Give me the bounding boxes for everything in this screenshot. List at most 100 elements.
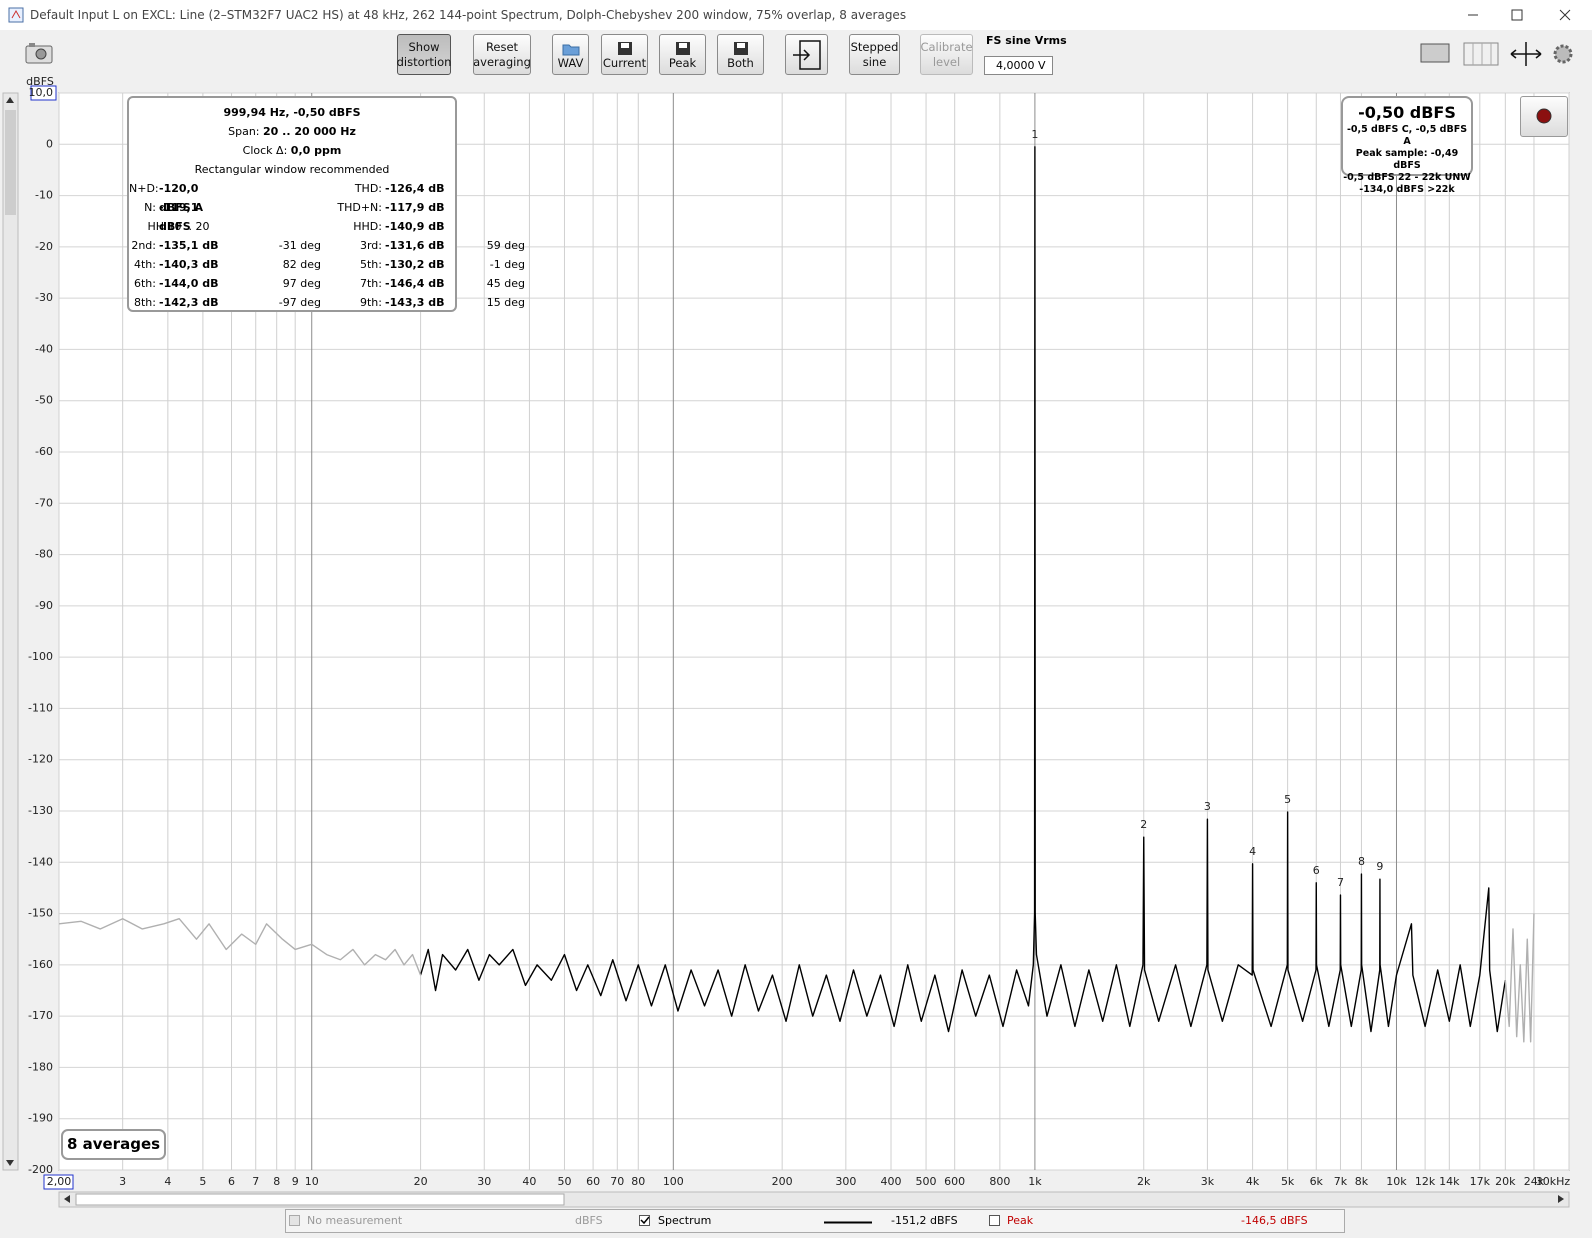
cell-label: N+D: — [129, 182, 159, 195]
harmonic-label: 3 — [1204, 800, 1211, 813]
cell-label: 5th: — [360, 258, 382, 271]
cell-phase: 82 deg — [282, 258, 321, 271]
harmonic-label: 1 — [1031, 128, 1038, 141]
cell-label: HHD: — [353, 220, 382, 233]
y-tick-label: -190 — [28, 1112, 53, 1125]
screenshot-button[interactable] — [24, 41, 56, 65]
x-tick-label: 5k — [1281, 1175, 1295, 1188]
cell-label: N: — [144, 201, 156, 214]
level-panel: -0,50 dBFS -0,5 dBFS C, -0,5 dBFS A Peak… — [1341, 96, 1473, 195]
legend-peak: Peak — [1007, 1214, 1034, 1227]
y-tick-label: -150 — [28, 907, 53, 920]
y-tick-label: -120 — [28, 753, 53, 766]
y-tick-label: -40 — [35, 342, 53, 355]
legend-swatch — [824, 1221, 872, 1224]
y-tick-label: -90 — [35, 599, 53, 612]
y-tick-label: -30 — [35, 291, 53, 304]
y-tick-label: 0 — [46, 137, 53, 150]
distortion-row: 6th: -144,0 dB 97 deg 7th: -146,4 dB 45 deg — [129, 274, 525, 293]
averages-badge: 8 averages — [61, 1129, 166, 1160]
x-tick-label: 50 — [557, 1175, 571, 1188]
record-button[interactable] — [1520, 96, 1568, 137]
harmonic-label: 5 — [1284, 793, 1291, 806]
span: Span: 20 .. 20 000 Hz — [228, 125, 356, 138]
cell-spacer — [461, 217, 525, 236]
x-tick-label: 4 — [164, 1175, 171, 1188]
x-tick-label: 7 — [252, 1175, 259, 1188]
distortion-rows: N+D: -120,0 dBFS A THD: -126,4 dB N: -119,1 d… — [129, 179, 525, 312]
vertical-scrollbar[interactable] — [2, 92, 19, 1171]
y-tick-label: -140 — [28, 855, 53, 868]
y-tick-label: -200 — [28, 1163, 53, 1176]
cell-value: -130,2 dB — [385, 258, 445, 271]
harmonic-label: 2 — [1140, 818, 1147, 831]
view-controls[interactable] — [1413, 40, 1573, 68]
x-tick-label: 100 — [663, 1175, 684, 1188]
cell-phase: 15 deg — [486, 296, 525, 309]
cell-value: -120,0 dBFS A — [159, 182, 204, 214]
level-main: -0,50 dBFS — [1358, 103, 1456, 122]
legend-no-measurement: No measurement — [307, 1214, 403, 1227]
x-tick-label: 2k — [1137, 1175, 1151, 1188]
distortion-row: 4th: -140,3 dB 82 deg 5th: -130,2 dB -1 deg — [129, 255, 525, 274]
distortion-panel: 999,94 Hz, -0,50 dBFS Span: 20 .. 20 000… — [127, 96, 525, 312]
spectrum-line — [419, 146, 1507, 1033]
show-distortion-button[interactable]: Show distortion — [397, 34, 451, 75]
cell-value: -131,6 dB — [385, 239, 445, 252]
y-tick-label: -10 — [35, 189, 53, 202]
x-tick-label: 500 — [916, 1175, 937, 1188]
window-note: Rectangular window recommended — [194, 163, 390, 176]
cell-label: 2nd: — [131, 239, 156, 252]
fs-input[interactable]: 4,0000 V — [984, 56, 1053, 75]
checkbox[interactable] — [639, 1215, 650, 1226]
cell-label: THD+N: — [337, 201, 382, 214]
x-tick-label: 80 — [631, 1175, 645, 1188]
x-tick-label: 2,00 — [47, 1175, 72, 1188]
x-tick-label: 7k — [1334, 1175, 1348, 1188]
cell-label: HH 10 .. 20 — [147, 220, 210, 233]
window-title: Default Input L on EXCL: Line (2–STM32F7… — [30, 8, 907, 22]
vertical-scrollbar-thumb[interactable] — [5, 110, 16, 215]
x-tick-label: 20 — [414, 1175, 428, 1188]
x-tick-label: 8k — [1355, 1175, 1369, 1188]
window-controls[interactable] — [1460, 6, 1585, 24]
peak-button[interactable]: Peak — [659, 34, 706, 75]
app-icon — [8, 7, 24, 23]
x-tick-label: 400 — [881, 1175, 902, 1188]
calibrate-level-button: Calibrate level — [920, 34, 973, 75]
cell-value: -126,4 dB — [385, 182, 445, 195]
y-tick-label: -110 — [28, 701, 53, 714]
level-line: -134,0 dBFS >22k — [1359, 184, 1455, 195]
x-tick-label: 70 — [610, 1175, 624, 1188]
both-button[interactable]: Both — [717, 34, 764, 75]
harmonic-label: 6 — [1313, 864, 1320, 877]
cell-phase: -1 deg — [489, 258, 525, 271]
harmonic-label: 7 — [1337, 876, 1344, 889]
cell-phase: -31 deg — [278, 239, 321, 252]
x-tick-label: 12k — [1415, 1175, 1436, 1188]
grid — [58, 92, 1570, 1171]
cell-label: 7th: — [360, 277, 382, 290]
stepped-sine-button[interactable]: Stepped sine — [849, 34, 900, 75]
x-tick-label: 40 — [522, 1175, 536, 1188]
x-tick-label: 9 — [292, 1175, 299, 1188]
y-tick-label: -130 — [28, 804, 53, 817]
horizontal-scrollbar-thumb[interactable] — [75, 1193, 565, 1206]
cell-value: -144,0 dB — [159, 277, 219, 290]
level-line: -0,5 dBFS C, -0,5 dBFS A — [1346, 124, 1468, 147]
x-tick-label: 60 — [586, 1175, 600, 1188]
harmonic-label: 9 — [1376, 860, 1383, 873]
cell-value: -135,1 dB — [159, 239, 219, 252]
harmonic-label: 8 — [1358, 855, 1365, 868]
checkbox[interactable] — [989, 1215, 1000, 1226]
x-tick-label: 300 — [835, 1175, 856, 1188]
import-button[interactable] — [785, 34, 828, 75]
current-button[interactable]: Current — [601, 34, 648, 75]
cell-phase: 45 deg — [486, 277, 525, 290]
y-tick-label: -60 — [35, 445, 53, 458]
x-tick-label: 10k — [1386, 1175, 1407, 1188]
reset-averaging-button[interactable]: Reset averaging — [473, 34, 531, 75]
wav-button[interactable]: WAV — [552, 34, 589, 75]
fundamental: 999,94 Hz, -0,50 dBFS — [223, 106, 361, 119]
